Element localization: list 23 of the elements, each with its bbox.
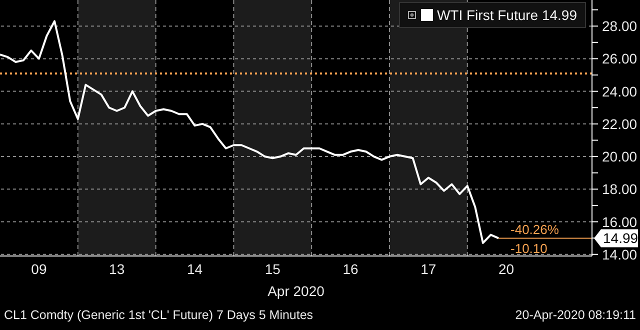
y-tick-label: 14.00 — [602, 246, 638, 262]
annotation: -40.26% — [510, 222, 560, 238]
legend-label: WTI First Future 14.99 — [436, 7, 577, 23]
y-tick-label: 18.00 — [602, 181, 638, 198]
text: 20-Apr-2020 08:19:11 — [515, 308, 636, 322]
x-tick-label: 15 — [264, 260, 281, 277]
y-tick-label: 22.00 — [602, 116, 638, 132]
y-tick-label: 26.00 — [602, 50, 638, 67]
annotation: -10.10 — [510, 241, 548, 256]
x-tick-label: 17 — [420, 260, 436, 277]
x-axis-title: Apr 2020 — [268, 283, 325, 299]
y-tick-label: 24.00 — [602, 83, 638, 100]
x-tick-label: 16 — [342, 260, 359, 277]
y-tick-label: 28.00 — [602, 18, 638, 34]
y-tick-label: 20.00 — [602, 148, 638, 165]
x-tick-label: 09 — [31, 260, 47, 277]
x-tick-label: 20 — [498, 260, 514, 277]
line-series — [0, 20, 500, 244]
y-tick-label: 16.00 — [602, 214, 638, 230]
ref-line-label: 14.99 — [603, 230, 638, 246]
x-tick-label: 14 — [186, 260, 203, 277]
x-tick-label: 13 — [109, 260, 125, 277]
text: CL1 Comdty (Generic 1st 'CL' Future) 7 Days 5 Minutes — [4, 308, 314, 322]
